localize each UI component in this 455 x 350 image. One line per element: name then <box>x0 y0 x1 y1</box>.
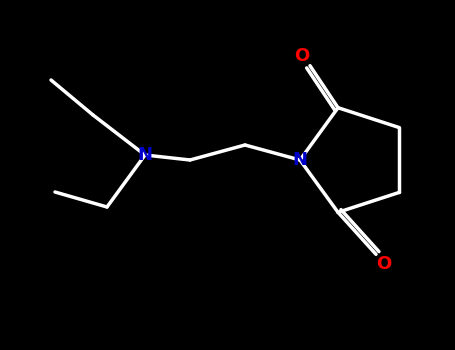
Text: N: N <box>293 151 308 169</box>
Text: O: O <box>294 47 310 65</box>
Text: O: O <box>376 255 392 273</box>
Text: N: N <box>137 146 152 164</box>
